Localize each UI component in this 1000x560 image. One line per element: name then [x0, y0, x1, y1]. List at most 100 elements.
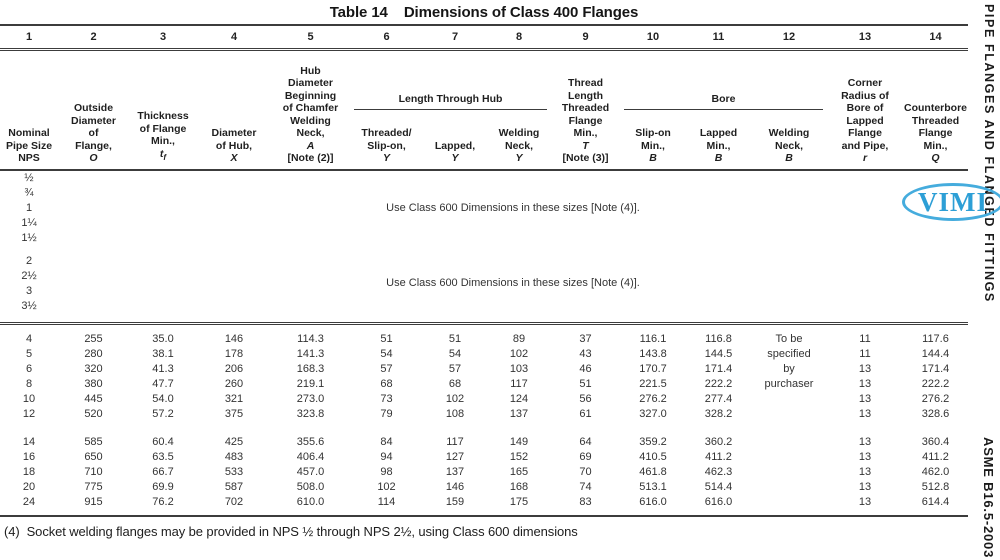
data-cell: 462.3	[704, 465, 733, 478]
data-cell: 83	[579, 495, 592, 508]
table-title: Table 14 Dimensions of Class 400 Flanges	[0, 0, 968, 24]
nps-size-cell: 3	[25, 284, 33, 297]
data-cell: 69	[579, 450, 592, 463]
data-cell: 73	[380, 392, 393, 405]
nps-size-cell: 14	[22, 435, 36, 448]
table-row: 12 520 57.2 375 323.8 79 108 137 61 327.0 328.2 13 3…	[0, 407, 968, 422]
data-cell: 146	[445, 480, 465, 493]
nps-size-cell: 5	[25, 347, 33, 360]
data-cell	[751, 480, 827, 495]
nps-size-cell: 2½	[21, 269, 37, 282]
table-caption: Dimensions of Class 400 Flanges	[403, 4, 639, 21]
data-cell: 76.2	[152, 495, 174, 508]
nps-size-cell: ¾	[24, 186, 34, 199]
column-number: 7	[423, 25, 487, 51]
data-cell: 57	[448, 362, 462, 375]
data-cell: 54	[380, 347, 393, 360]
nps-size-cell: 18	[22, 465, 36, 478]
data-cell: 328.6	[921, 407, 950, 420]
data-cell: 406.4	[296, 450, 325, 463]
data-cell	[751, 450, 827, 465]
data-cell: 483	[224, 450, 244, 463]
data-cell: 650	[84, 450, 103, 463]
column-number: 13	[827, 25, 903, 51]
nps-size-cell: 20	[22, 480, 36, 493]
data-cell: 117	[446, 435, 464, 448]
standard-number-vertical: ASME B16.5-2003	[981, 436, 996, 558]
table-row: 18 710 66.7 533 457.0 98 137 165 70 461.8 462.3 13 4…	[0, 465, 968, 480]
data-cell: 54	[448, 347, 462, 360]
data-cell: 221.5	[639, 377, 667, 390]
table-row: 24 915 76.2 702 610.0 114 159 175 83 616.0 616.0 13…	[0, 495, 968, 510]
table-row: 5 280 38.1 178 141.3 54 54 102 43 143.8 144.5 speci…	[0, 347, 968, 362]
data-cell: 168	[509, 480, 529, 493]
symbol-r: r	[862, 152, 868, 164]
header-main-row: Nominal Pipe Size NPS Outside Diameter o…	[0, 49, 968, 171]
nps-size-cell: 16	[22, 450, 36, 463]
data-cell: 57	[380, 362, 393, 375]
data-cell: 57.2	[152, 407, 174, 420]
data-cell: 219.1	[296, 377, 325, 390]
data-cell	[751, 465, 827, 480]
data-cell: 61	[579, 407, 592, 420]
data-cell: 508.0	[296, 480, 325, 493]
table-row: 8 380 47.7 260 219.1 68 68 117 51 221.5 222.2 purch…	[0, 377, 968, 392]
subheader-bore-welding-neck: Welding Neck, B	[751, 113, 827, 171]
data-cell: 457.0	[296, 465, 325, 478]
data-cell: 360.2	[704, 435, 733, 448]
data-cell: 74	[579, 480, 592, 493]
nps-row: ½ Use Class 600 Dimensions in these sizes…	[0, 170, 968, 214]
data-cell: 710	[84, 465, 103, 478]
data-cell: 585	[84, 435, 103, 448]
data-cell: specified	[767, 347, 811, 360]
column-number: 3	[129, 25, 197, 51]
flange-dimensions-table: 1 2 3 4 5 6 7 8 9 10 11 12 13 14	[0, 24, 968, 517]
nps-size-cell: 1¼	[21, 216, 37, 229]
symbol-Y: Y	[382, 152, 390, 164]
symbol-B: B	[649, 152, 657, 164]
data-cell: 375	[224, 407, 244, 420]
header-outside-diameter: Outside Diameter of Flange, O	[58, 49, 129, 171]
symbol-T: T	[582, 139, 589, 152]
data-cell: 117	[510, 377, 528, 390]
data-cell: 11	[859, 332, 871, 345]
data-cell: 117.6	[922, 332, 949, 345]
header-thickness: Thickness of Flange Min., tf	[129, 49, 197, 171]
subheader-bore-lapped: Lapped Min., B	[686, 113, 751, 171]
column-number: 14	[903, 25, 968, 51]
data-cell: 320	[84, 362, 103, 375]
data-cell: 13	[858, 450, 872, 463]
nps-size-cell: 10	[22, 392, 36, 405]
data-cell: 13	[858, 392, 872, 405]
data-cell: 127	[445, 450, 465, 463]
data-cell: 103	[509, 362, 529, 375]
data-cell: 94	[380, 450, 393, 463]
data-cell	[751, 435, 827, 450]
data-cell: 46	[579, 362, 592, 375]
class600-group-small: ½ Use Class 600 Dimensions in these sizes…	[0, 170, 968, 246]
symbol-Y: Y	[451, 152, 459, 164]
table-row: 4 255 35.0 146 114.3 51 51 89 37 116.1 116.8 To be 1…	[0, 332, 968, 347]
table-area: Table 14 Dimensions of Class 400 Flanges …	[0, 0, 968, 539]
data-cell: 51	[448, 332, 462, 345]
data-cell: 54.0	[152, 392, 174, 405]
subheader-lapped: Lapped, Y	[423, 113, 487, 171]
group-header-bore: Bore	[620, 50, 827, 114]
data-cell: 410.5	[639, 450, 667, 463]
data-cell: 51	[380, 332, 393, 345]
data-cell: 43	[579, 347, 592, 360]
data-cell: purchaser	[764, 377, 814, 390]
data-cell: 13	[858, 362, 872, 375]
data-cell: 513.1	[639, 480, 667, 493]
column-number: 6	[350, 25, 423, 51]
column-number: 1	[0, 25, 58, 51]
data-cell: 102	[445, 392, 465, 405]
column-number: 2	[58, 25, 129, 51]
table-row: 10 445 54.0 321 273.0 73 102 124 56 276.2 277.4 13 2…	[0, 392, 968, 407]
data-cell: 51	[579, 377, 592, 390]
header-thread-length: Thread Length Threaded Flange Min., T [N…	[551, 49, 620, 171]
data-cell: 587	[224, 480, 244, 493]
data-cell: by	[783, 362, 795, 375]
data-cell: 141.3	[296, 347, 325, 360]
data-cell: 610.0	[296, 495, 325, 508]
